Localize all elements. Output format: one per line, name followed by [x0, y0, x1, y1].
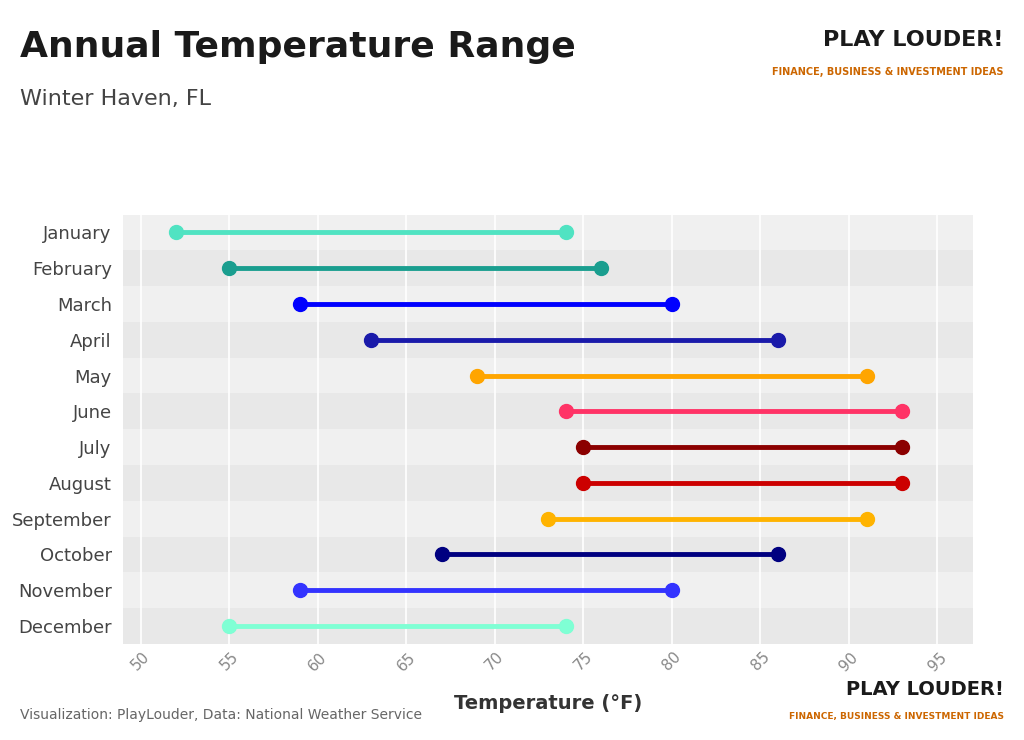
Bar [123, 394, 973, 429]
Bar [123, 608, 973, 644]
Text: Visualization: PlayLouder, Data: National Weather Service: Visualization: PlayLouder, Data: Nationa… [20, 707, 423, 722]
Bar [123, 215, 973, 250]
Text: FINANCE, BUSINESS & INVESTMENT IDEAS: FINANCE, BUSINESS & INVESTMENT IDEAS [788, 713, 1004, 722]
Bar [123, 429, 973, 465]
Bar [123, 572, 973, 608]
Text: Annual Temperature Range: Annual Temperature Range [20, 30, 577, 64]
Bar [123, 465, 973, 501]
Bar [123, 357, 973, 394]
Text: PLAY LOUDER!: PLAY LOUDER! [823, 30, 1004, 50]
Text: FINANCE, BUSINESS & INVESTMENT IDEAS: FINANCE, BUSINESS & INVESTMENT IDEAS [772, 67, 1004, 77]
Bar [123, 322, 973, 357]
Text: PLAY LOUDER!: PLAY LOUDER! [846, 680, 1004, 699]
Bar [123, 501, 973, 536]
Bar [123, 250, 973, 286]
Text: Winter Haven, FL: Winter Haven, FL [20, 89, 212, 109]
Bar [123, 286, 973, 322]
X-axis label: Temperature (°F): Temperature (°F) [454, 695, 642, 713]
Bar [123, 536, 973, 572]
